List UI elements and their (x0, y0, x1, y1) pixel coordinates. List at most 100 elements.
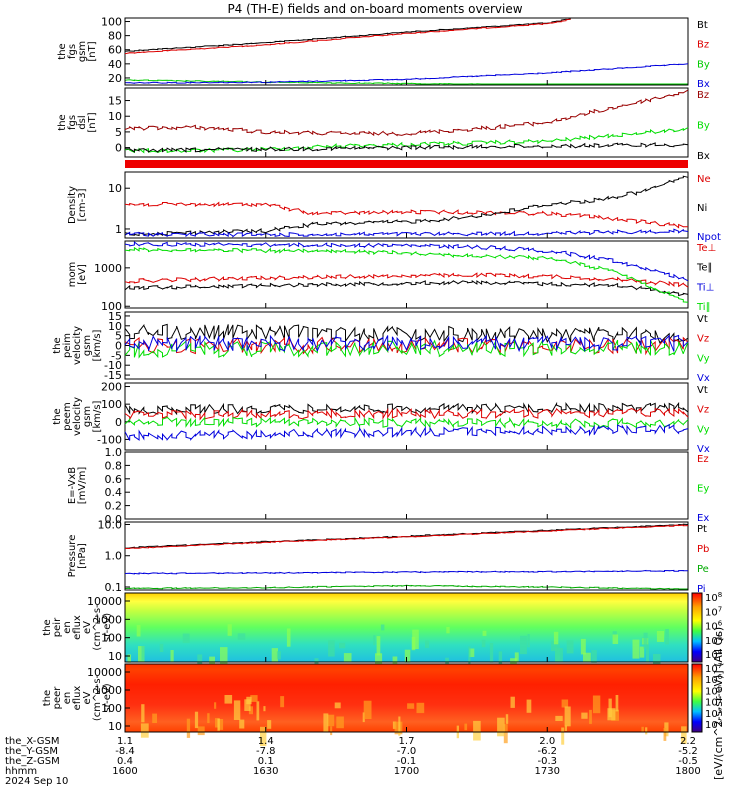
spectrogram-texture (182, 633, 190, 643)
ylabel-line: sr-eV) (102, 613, 113, 642)
spectrogram-texture (271, 648, 278, 662)
spectrogram-texture (141, 704, 145, 723)
ylabel-line: [km/s] (92, 329, 103, 361)
series-line-pressure (124, 569, 688, 575)
footer-row-label: the_Z-GSM (5, 756, 60, 767)
ylabel-line: [mV/m] (77, 467, 88, 505)
ylabel-line: the (57, 43, 68, 59)
spectrogram-texture (416, 702, 425, 714)
footer-value: 1.4 (258, 736, 274, 747)
legend-label: Npot (697, 232, 721, 243)
footer-row-label: hhmm (5, 766, 37, 777)
ylabel-peer: the peer en eflux eV (cm^2-s-sr-eV) (42, 674, 113, 721)
spectrogram-texture (330, 726, 333, 736)
spectrogram-texture (632, 639, 640, 659)
legend-label: Vx (697, 373, 710, 384)
spectrogram-texture (551, 640, 558, 652)
legend-label: Bx (697, 151, 710, 162)
spectrogram-texture (510, 696, 515, 708)
series-line-fgs (124, 18, 571, 52)
legend-label: Bz (697, 40, 709, 51)
series-line-peem (124, 423, 689, 441)
spectrogram-texture (398, 716, 401, 736)
colorbar-tick-label: 103 (705, 707, 722, 720)
spectrogram-texture (645, 727, 648, 735)
spectrogram-texture (214, 702, 217, 709)
ylabel-fgs: the fgs gsm [nT] (57, 41, 98, 62)
ytick-label: 0.0 (105, 513, 123, 526)
ytick-label: 10 (108, 182, 122, 195)
panel-frame-density (124, 171, 689, 239)
spectrogram-texture (217, 718, 220, 731)
footer-value: 2.0 (539, 736, 555, 747)
legend-label: Ni (697, 203, 707, 214)
legend-label: Pb (697, 544, 709, 555)
spectrogram-texture (514, 652, 519, 662)
spectrogram-texture (561, 727, 565, 745)
spectrogram-texture (592, 695, 601, 714)
legend-label: Ex (697, 513, 709, 524)
spectrogram-texture (489, 643, 494, 663)
spectrogram-texture (498, 651, 503, 665)
ytick-label: 1000 (94, 262, 122, 275)
spectrogram-texture (520, 635, 527, 655)
spectrogram-texture (250, 695, 258, 702)
legend-label: Te∥ (696, 263, 713, 274)
ytick-label: 10000 (87, 666, 122, 679)
footer-row-label: the_X-GSM (5, 736, 59, 747)
spectrogram-texture (664, 722, 669, 737)
legend-label: Ez (697, 454, 709, 465)
panel-frame-peem (124, 382, 689, 451)
ytick-label: 0.2 (105, 500, 123, 513)
spectrogram-texture (194, 711, 199, 729)
ylabel-peir: the peir en eflux eV (cm^2-s-sr-eV) (42, 604, 113, 651)
ylabel-line: gsm (82, 406, 93, 427)
ytick-label: 10000 (87, 595, 122, 608)
legend-label: Ti∥ (696, 302, 711, 313)
legend-label: Vz (697, 334, 709, 345)
spectrogram-texture (564, 706, 571, 727)
footer-value: -0.3 (537, 756, 557, 767)
spectrogram-texture (503, 724, 508, 744)
colorbar-tick-label: 106 (705, 620, 723, 633)
colorbar-tick-label: 102 (705, 718, 722, 731)
series-line-fgs (124, 18, 571, 55)
footer-value: 0.1 (258, 756, 274, 767)
ytick-label: 0.1 (105, 581, 123, 594)
spectrogram-texture (663, 728, 667, 741)
legend-label: Bz (697, 90, 709, 101)
spectrogram-texture (186, 718, 191, 738)
legend-label: Vt (697, 314, 708, 325)
panel-frame-temp (124, 240, 689, 309)
spectrogram-texture (373, 635, 376, 646)
ylabel-peem: the peem velocity gsm [km/s] (52, 397, 103, 436)
spectrogram-texture (376, 636, 381, 656)
ytick-label: 40 (108, 58, 122, 71)
ylabel-line: eV (82, 691, 93, 704)
spectrogram-texture (127, 654, 131, 663)
series-line-fgs (124, 63, 689, 84)
spectrogram-texture (407, 703, 415, 709)
ylabel-density: Density [cm-3] (67, 186, 88, 224)
footer-value: 0.4 (117, 756, 133, 767)
ytick-label: 20 (108, 72, 122, 85)
spectrogram-texture (591, 650, 597, 663)
colorbar-tick-label: 104 (705, 696, 723, 709)
spectrogram-texture (239, 719, 245, 729)
spectrogram-texture (263, 706, 266, 712)
spectrogram-texture (323, 713, 329, 733)
ylabel-line: fgs (67, 44, 78, 59)
footer-value: -7.0 (397, 746, 417, 757)
ytick-label: 0.8 (105, 459, 123, 472)
legend-label: Pt (697, 524, 707, 535)
ylabel-line: the (52, 408, 63, 424)
ylabel-line: [cm-3] (77, 188, 88, 221)
ylabel-line: en (62, 621, 73, 634)
legend-label: Bx (697, 79, 710, 90)
ylabel-line: Density (67, 186, 78, 224)
spectrogram-texture (343, 653, 352, 663)
spectrogram-texture (656, 631, 665, 642)
colorbar-tick-label: 107 (705, 662, 722, 675)
ylabel-line: dsl (77, 115, 88, 129)
